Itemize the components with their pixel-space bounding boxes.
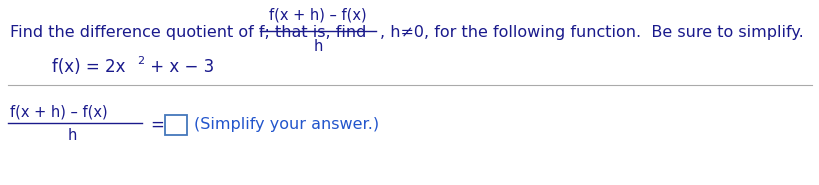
Text: h: h	[313, 39, 323, 54]
Text: f(x + h) – f(x): f(x + h) – f(x)	[10, 105, 107, 120]
FancyBboxPatch shape	[165, 115, 187, 135]
Text: h: h	[67, 129, 77, 144]
Text: (Simplify your answer.): (Simplify your answer.)	[194, 117, 378, 132]
Text: Find the difference quotient of f; that is, find: Find the difference quotient of f; that …	[10, 26, 366, 41]
Text: f(x + h) – f(x): f(x + h) – f(x)	[269, 8, 366, 23]
Text: + x − 3: + x − 3	[145, 58, 214, 76]
Text: =: =	[150, 116, 164, 134]
Text: 2: 2	[137, 56, 144, 66]
Text: f(x) = 2x: f(x) = 2x	[52, 58, 125, 76]
Text: , h≠0, for the following function.  Be sure to simplify.: , h≠0, for the following function. Be su…	[379, 26, 803, 41]
